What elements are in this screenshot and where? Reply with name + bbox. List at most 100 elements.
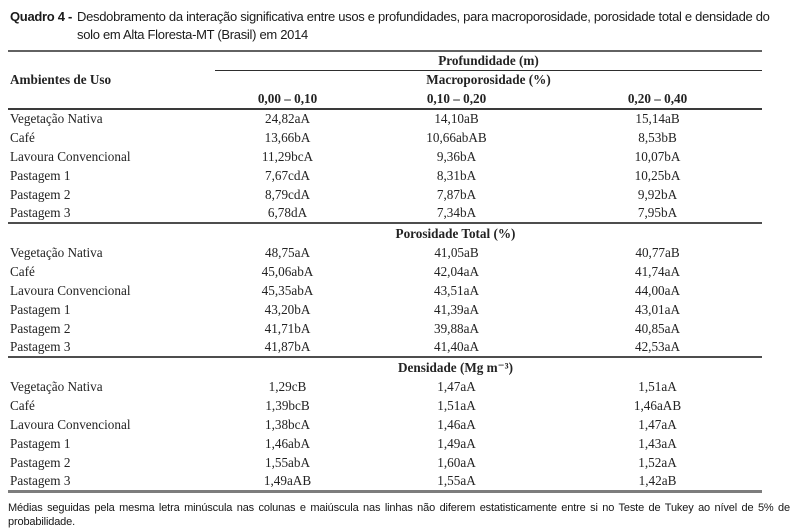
row-label: Vegetação Nativa <box>10 111 103 126</box>
row-label: Pastagem 1 <box>10 167 71 183</box>
header-row-depth: Profundidade (m) <box>8 51 763 71</box>
section-porosidade-total: Porosidade Total (%) Vegetação Nativa 48… <box>8 222 763 357</box>
table-cell: 8,53bB <box>638 129 677 145</box>
table-cell: 7,34bA <box>436 205 477 220</box>
header-row-variable: Ambientes de Uso Macroporosidade (%) <box>8 70 762 90</box>
table-cell: 44,00aA <box>634 282 681 298</box>
table-cell: 1,43aA <box>638 435 677 451</box>
section-title-row: Densidade (Mg m⁻³) <box>8 356 763 377</box>
table-row: Café 1,39bcB 1,51aA 1,46aAB <box>8 396 762 415</box>
table-row: Café 13,66bA 10,66abAB 8,53bB <box>8 128 762 147</box>
section-title-row: Porosidade Total (%) <box>8 222 763 243</box>
row-label: Vegetação Nativa <box>10 378 103 394</box>
table-row: Vegetação Nativa 24,82aA 14,10aB 15,14aB <box>8 109 762 128</box>
table-cell: 1,60aA <box>437 454 476 470</box>
column-header-depth-3: 0,20 – 0,40 <box>553 90 763 110</box>
table-row: Lavoura Convencional 45,35abA 43,51aA 44… <box>8 281 762 300</box>
empty-cell <box>8 356 215 377</box>
row-label: Pastagem 2 <box>10 186 71 202</box>
table-cell: 13,66bA <box>264 129 311 145</box>
row-label: Café <box>10 397 35 413</box>
table-row: Lavoura Convencional 11,29bcA 9,36bA 10,… <box>8 147 762 166</box>
row-label: Café <box>10 263 35 279</box>
table-cell: 41,39aA <box>433 301 480 317</box>
table-cell: 10,07bA <box>634 148 681 164</box>
section-densidade: Densidade (Mg m⁻³) Vegetação Nativa 1,29… <box>8 356 763 491</box>
table-cell: 10,25bA <box>634 167 681 183</box>
table-cell: 6,78dA <box>267 205 308 220</box>
row-label: Pastagem 2 <box>10 454 71 470</box>
table-cell: 1,39bcB <box>265 397 310 413</box>
caption-number: Quadro 4 - <box>10 9 73 24</box>
table-cell: 41,05aB <box>434 244 479 260</box>
column-header-depth-1: 0,00 – 0,10 <box>215 90 360 110</box>
table-cell: 1,47aA <box>638 416 677 432</box>
table-cell: 43,01aA <box>634 301 681 317</box>
table-cell: 41,71bA <box>264 320 311 336</box>
row-label: Pastagem 3 <box>10 205 71 220</box>
table-cell: 9,36bA <box>436 148 477 164</box>
table-row: Pastagem 1 7,67cdA 8,31bA 10,25bA <box>8 166 762 185</box>
table-cell: 15,14aB <box>635 111 680 126</box>
table-cell: 1,52aA <box>638 454 677 470</box>
table-cell: 1,29cB <box>268 378 307 394</box>
table-cell: 1,46abA <box>264 435 311 451</box>
table-cell: 7,95bA <box>637 205 678 220</box>
table-cell: 7,67cdA <box>264 167 311 183</box>
table-cell: 1,38bcA <box>264 416 311 432</box>
table-row: Pastagem 1 43,20bA 41,39aA 43,01aA <box>8 300 762 319</box>
table-row: Pastagem 3 1,49aAB 1,55aA 1,42aB <box>8 472 762 491</box>
table-row: Pastagem 3 41,87bA 41,40aA 42,53aA <box>8 338 762 357</box>
table-cell: 48,75aA <box>264 244 311 260</box>
row-label: Vegetação Nativa <box>10 244 103 260</box>
table-cell: 45,35abA <box>261 282 314 298</box>
table-cell: 41,87bA <box>264 339 311 354</box>
table-row: Café 45,06abA 42,04aA 41,74aA <box>8 262 762 281</box>
table-cell: 41,40aA <box>433 339 480 354</box>
table-cell: 39,88aA <box>433 320 480 336</box>
row-dimension-header: Ambientes de Uso <box>10 72 112 87</box>
header-row-ranges: 0,00 – 0,10 0,10 – 0,20 0,20 – 0,40 <box>8 90 763 110</box>
caption-text: Desdobramento da interação significativa… <box>77 9 770 42</box>
row-label: Pastagem 2 <box>10 320 71 336</box>
table-row: Lavoura Convencional 1,38bcA 1,46aA 1,47… <box>8 415 762 434</box>
table-cell: 1,55abA <box>264 454 311 470</box>
table-cell: 11,29bcA <box>261 148 314 164</box>
section-title-densidade: Densidade (Mg m⁻³) <box>215 356 763 377</box>
table-cell: 43,51aA <box>433 282 480 298</box>
table-cell: 43,20bA <box>264 301 311 317</box>
table-row: Vegetação Nativa 1,29cB 1,47aA 1,51aA <box>8 377 762 396</box>
empty-cell <box>8 222 215 243</box>
row-label: Pastagem 1 <box>10 435 71 451</box>
table-cell: 1,49aA <box>437 435 476 451</box>
depth-header: Profundidade (m) <box>215 51 763 71</box>
table-cell: 1,49aAB <box>263 472 312 488</box>
table-cell: 42,04aA <box>433 263 480 279</box>
table-cell: 8,31bA <box>436 167 477 183</box>
table-cell: 1,51aA <box>638 378 677 394</box>
table-cell: 1,47aA <box>437 378 476 394</box>
table-cell: 1,42aB <box>638 472 677 488</box>
table-cell: 42,53aA <box>634 339 681 354</box>
table-header: Profundidade (m) Ambientes de Uso Macrop… <box>8 51 763 110</box>
table-cell: 8,79cdA <box>264 186 311 202</box>
table-cell: 1,46aAB <box>633 397 682 413</box>
row-label: Pastagem 3 <box>10 472 71 488</box>
row-label: Pastagem 1 <box>10 301 71 317</box>
table-cell: 40,77aB <box>635 244 680 260</box>
table-caption: Quadro 4 - Desdobramento da interação si… <box>10 8 788 44</box>
row-label: Lavoura Convencional <box>10 148 131 164</box>
table-cell: 10,66abAB <box>426 129 487 145</box>
table-cell: 1,51aA <box>437 397 476 413</box>
table-cell: 41,74aA <box>634 263 681 279</box>
section-title-macroporosidade: Macroporosidade (%) <box>426 72 551 88</box>
empty-cell <box>8 90 215 110</box>
table-cell: 1,55aA <box>437 472 476 488</box>
table-cell: 9,92bA <box>637 186 678 202</box>
table-cell: 14,10aB <box>434 111 479 126</box>
table-cell: 45,06abA <box>261 263 314 279</box>
empty-cell <box>8 51 215 70</box>
table-footnote: Médias seguidas pela mesma letra minúscu… <box>8 501 790 529</box>
row-label: Lavoura Convencional <box>10 416 131 432</box>
